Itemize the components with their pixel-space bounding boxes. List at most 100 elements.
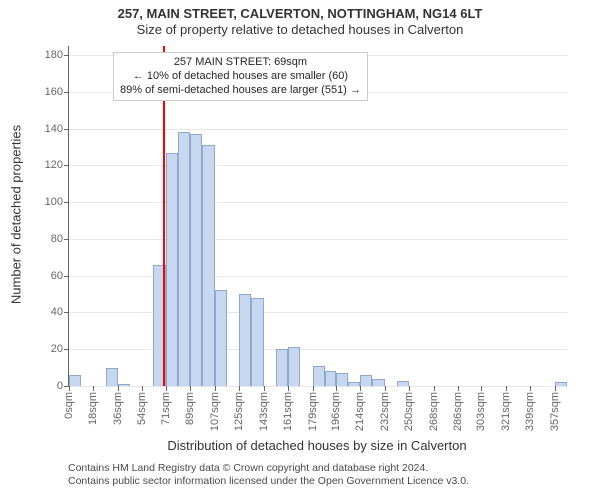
ytick-label: 120 (45, 159, 63, 171)
ytick-label: 60 (51, 270, 63, 282)
x-axis-label: Distribution of detached houses by size … (68, 438, 566, 453)
xtick-label: 250sqm (403, 392, 415, 431)
histogram-bar (360, 375, 372, 386)
histogram-bar (239, 294, 251, 386)
histogram-bar (372, 379, 384, 386)
annotation-line2: ← 10% of detached houses are smaller (60… (120, 70, 361, 84)
xtick-mark (190, 386, 191, 391)
ytick-label: 140 (45, 123, 63, 135)
ytick-mark (64, 202, 69, 203)
histogram-bar (251, 298, 263, 386)
histogram-bar (313, 366, 325, 386)
xtick-label: 321sqm (500, 392, 512, 431)
xtick-label: 339sqm (524, 392, 536, 431)
histogram-bar (106, 368, 118, 386)
xtick-label: 214sqm (354, 392, 366, 431)
xtick-mark (93, 386, 94, 391)
histogram-bar (397, 381, 409, 387)
xtick-label: 0sqm (63, 392, 75, 419)
ytick-mark (64, 276, 69, 277)
histogram-bar (166, 153, 178, 386)
xtick-label: 232sqm (379, 392, 391, 431)
chart-plot-area: 0204060801001201401601800sqm18sqm36sqm54… (68, 46, 567, 387)
xtick-mark (360, 386, 361, 391)
xtick-label: 357sqm (549, 392, 561, 431)
histogram-bar (190, 134, 202, 386)
ytick-label: 40 (51, 306, 63, 318)
gridline (69, 129, 567, 130)
histogram-bar (288, 347, 300, 386)
xtick-label: 196sqm (330, 392, 342, 431)
ytick-label: 80 (51, 233, 63, 245)
histogram-bar (178, 132, 190, 386)
xtick-label: 107sqm (209, 392, 221, 431)
xtick-mark (530, 386, 531, 391)
xtick-mark (506, 386, 507, 391)
annotation-line3: 89% of semi-detached houses are larger (… (120, 84, 361, 98)
xtick-mark (409, 386, 410, 391)
ytick-mark (64, 349, 69, 350)
xtick-label: 18sqm (87, 392, 99, 425)
xtick-label: 161sqm (282, 392, 294, 431)
xtick-label: 143sqm (258, 392, 270, 431)
ytick-mark (64, 239, 69, 240)
ytick-mark (64, 55, 69, 56)
ytick-mark (64, 312, 69, 313)
gridline (69, 276, 567, 277)
gridline (69, 165, 567, 166)
ytick-label: 0 (57, 380, 63, 392)
histogram-bar (202, 145, 214, 386)
xtick-mark (481, 386, 482, 391)
xtick-mark (288, 386, 289, 391)
gridline (69, 386, 567, 387)
xtick-mark (264, 386, 265, 391)
gridline (69, 312, 567, 313)
histogram-bar (118, 384, 130, 386)
histogram-bar (69, 375, 81, 386)
annotation-line1: 257 MAIN STREET: 69sqm (120, 56, 361, 70)
histogram-bar (325, 371, 336, 386)
gridline (69, 239, 567, 240)
histogram-bar (555, 382, 567, 386)
xtick-label: 36sqm (112, 392, 124, 425)
xtick-mark (385, 386, 386, 391)
xtick-label: 268sqm (428, 392, 440, 431)
footer-line-1: Contains HM Land Registry data © Crown c… (68, 462, 469, 475)
histogram-bar (348, 382, 360, 386)
annotation-box: 257 MAIN STREET: 69sqm← 10% of detached … (113, 52, 368, 101)
xtick-label: 89sqm (184, 392, 196, 425)
xtick-mark (239, 386, 240, 391)
footer-line-2: Contains public sector information licen… (68, 475, 469, 488)
histogram-bar (276, 349, 288, 386)
histogram-bar (215, 290, 227, 386)
xtick-mark (142, 386, 143, 391)
xtick-label: 54sqm (136, 392, 148, 425)
xtick-mark (555, 386, 556, 391)
title-main: 257, MAIN STREET, CALVERTON, NOTTINGHAM,… (0, 0, 600, 21)
xtick-label: 71sqm (160, 392, 172, 425)
histogram-bar (336, 373, 348, 386)
ytick-mark (64, 165, 69, 166)
xtick-label: 179sqm (307, 392, 319, 431)
xtick-mark (118, 386, 119, 391)
xtick-mark (434, 386, 435, 391)
gridline (69, 349, 567, 350)
xtick-mark (215, 386, 216, 391)
xtick-mark (458, 386, 459, 391)
xtick-mark (166, 386, 167, 391)
ytick-label: 20 (51, 343, 63, 355)
y-axis-label: Number of detached properties (9, 125, 24, 305)
ytick-mark (64, 92, 69, 93)
ytick-label: 180 (45, 49, 63, 61)
xtick-mark (313, 386, 314, 391)
gridline (69, 202, 567, 203)
ytick-label: 100 (45, 196, 63, 208)
ytick-label: 160 (45, 86, 63, 98)
xtick-label: 303sqm (475, 392, 487, 431)
ytick-mark (64, 129, 69, 130)
xtick-mark (69, 386, 70, 391)
title-sub: Size of property relative to detached ho… (0, 21, 600, 37)
xtick-mark (336, 386, 337, 391)
xtick-label: 286sqm (452, 392, 464, 431)
xtick-label: 125sqm (233, 392, 245, 431)
